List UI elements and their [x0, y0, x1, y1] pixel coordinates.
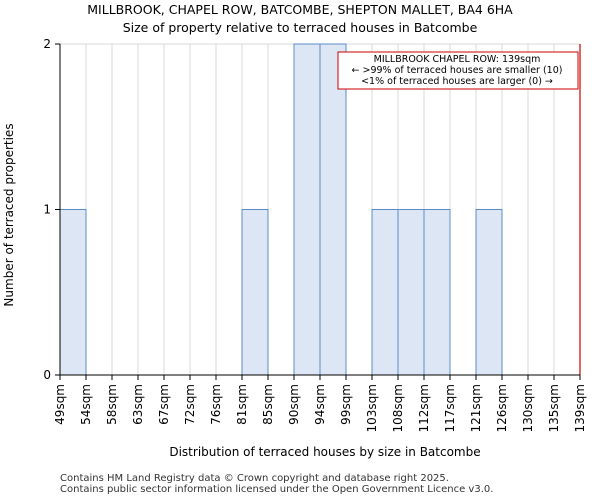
x-tick-label: 58sqm — [105, 384, 119, 425]
x-tick-label: 72sqm — [183, 384, 197, 425]
x-tick-label: 85sqm — [261, 384, 275, 425]
y-ticks: 0 1 2 — [43, 37, 60, 382]
chart-subtitle: Size of property relative to terraced ho… — [122, 20, 478, 35]
x-tick-label: 121sqm — [469, 384, 483, 432]
bar — [423, 209, 451, 376]
x-tick-label: 126sqm — [495, 384, 509, 432]
x-tick-label: 90sqm — [287, 384, 301, 425]
x-tick-label: 103sqm — [365, 384, 379, 432]
footer-line-2: Contains public sector information licen… — [60, 484, 494, 495]
y-axis-label: Number of terraced properties — [2, 123, 16, 306]
annotation-line-2: ← >99% of terraced houses are smaller (1… — [352, 65, 563, 76]
x-tick-label: 117sqm — [443, 384, 457, 432]
bar — [319, 43, 347, 376]
x-tick-label: 67sqm — [157, 384, 171, 425]
bar — [475, 209, 503, 376]
x-ticks: 49sqm 54sqm 58sqm 63sqm 67sqm 72sqm 76sqm 81sqm… — [53, 375, 587, 432]
x-tick-label: 63sqm — [131, 384, 145, 425]
annotation-line-1: MILLBROOK CHAPEL ROW: 139sqm — [374, 54, 541, 65]
x-tick-label: 49sqm — [53, 384, 67, 425]
x-tick-label: 130sqm — [521, 384, 535, 432]
x-tick-label: 108sqm — [391, 384, 405, 432]
y-tick-label: 2 — [43, 37, 51, 51]
y-tick-label: 1 — [43, 203, 51, 217]
bar — [371, 209, 399, 376]
chart-title: MILLBROOK, CHAPEL ROW, BATCOMBE, SHEPTON… — [87, 2, 513, 17]
x-tick-label: 81sqm — [235, 384, 249, 425]
bar — [241, 209, 269, 376]
annotation-box: MILLBROOK CHAPEL ROW: 139sqm ← >99% of t… — [337, 51, 579, 90]
annotation-line-3: <1% of terraced houses are larger (0) → — [361, 76, 553, 87]
x-tick-label: 94sqm — [313, 384, 327, 425]
bars — [59, 43, 503, 376]
annotation-frame — [337, 51, 579, 90]
x-tick-label: 76sqm — [209, 384, 223, 425]
x-tick-label: 54sqm — [79, 384, 93, 425]
footer-line-1: Contains HM Land Registry data © Crown c… — [60, 473, 449, 484]
x-tick-label: 135sqm — [547, 384, 561, 432]
bar — [397, 209, 425, 376]
y-tick-label: 0 — [43, 368, 51, 382]
bar — [293, 43, 321, 376]
x-tick-label: 112sqm — [417, 384, 431, 432]
bar — [59, 209, 87, 376]
x-axis-label: Distribution of terraced houses by size … — [169, 445, 480, 459]
x-tick-label: 99sqm — [339, 384, 353, 425]
x-tick-label: 139sqm — [573, 384, 587, 432]
